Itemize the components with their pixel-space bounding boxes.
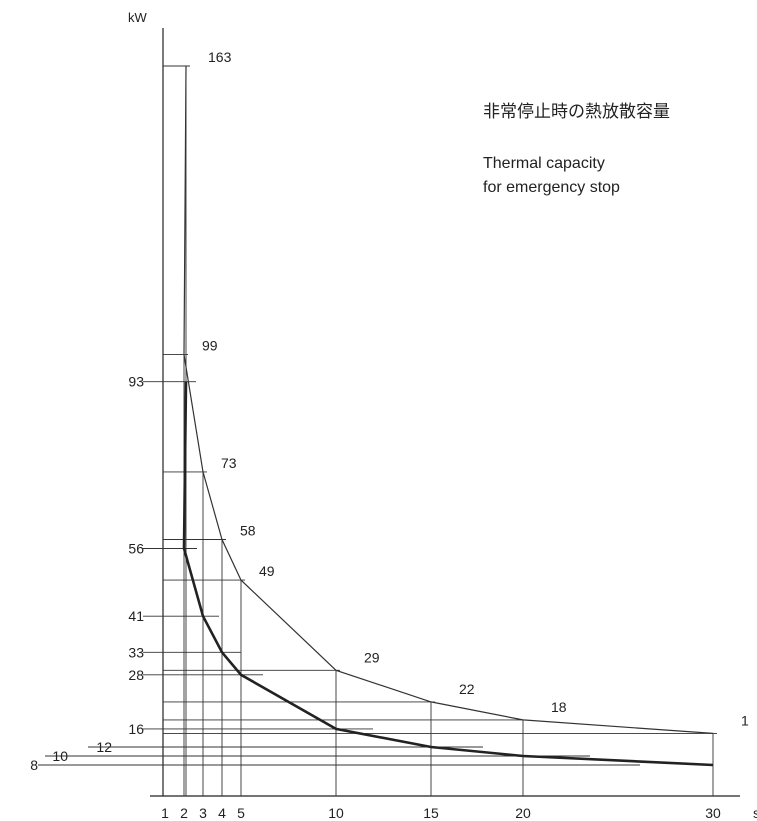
curves-layer	[182, 65, 714, 767]
upper-data-label: 49	[259, 563, 275, 579]
x-tick-label: 3	[199, 805, 207, 821]
lower-data-label: 28	[128, 667, 144, 683]
upper-data-label: 99	[202, 338, 218, 354]
upper-data-label: 73	[221, 455, 237, 471]
x-tick-label: 4	[218, 805, 226, 821]
upper-data-label: 22	[459, 681, 475, 697]
lower-data-label: 93	[128, 374, 144, 390]
upper-data-label: 1	[741, 712, 749, 728]
chart-title: 非常停止時の熱放散容量	[483, 102, 670, 121]
lower-data-label: 56	[128, 541, 144, 557]
chart-subtitle-line-2: for emergency stop	[483, 179, 620, 196]
upper-data-label: 29	[364, 649, 380, 665]
lower-series-curve	[182, 381, 714, 767]
x-tick-label: 15	[423, 805, 439, 821]
lower-data-label: 8	[30, 757, 38, 773]
upper-data-label: 18	[551, 699, 567, 715]
guide-lines-layer	[38, 65, 717, 796]
y-axis-unit-label: kW	[128, 10, 148, 25]
x-tick-label: 30	[705, 805, 721, 821]
lower-data-label: 12	[96, 739, 112, 755]
x-tick-label: 20	[515, 805, 531, 821]
chart-subtitle-line-1: Thermal capacity	[483, 155, 605, 172]
lower-data-label: 41	[128, 608, 144, 624]
upper-data-label: 163	[208, 49, 232, 65]
upper-series-curve	[183, 65, 714, 734]
x-tick-label: 10	[328, 805, 344, 821]
x-tick-label: 1	[161, 805, 169, 821]
lower-data-label: 33	[128, 644, 144, 660]
lower-data-label: 16	[128, 721, 144, 737]
x-tick-label: 5	[237, 805, 245, 821]
lower-data-label: 10	[52, 748, 68, 764]
x-axis-unit-label: s	[753, 805, 757, 821]
x-tick-label: 2	[180, 805, 188, 821]
upper-data-label: 58	[240, 523, 256, 539]
